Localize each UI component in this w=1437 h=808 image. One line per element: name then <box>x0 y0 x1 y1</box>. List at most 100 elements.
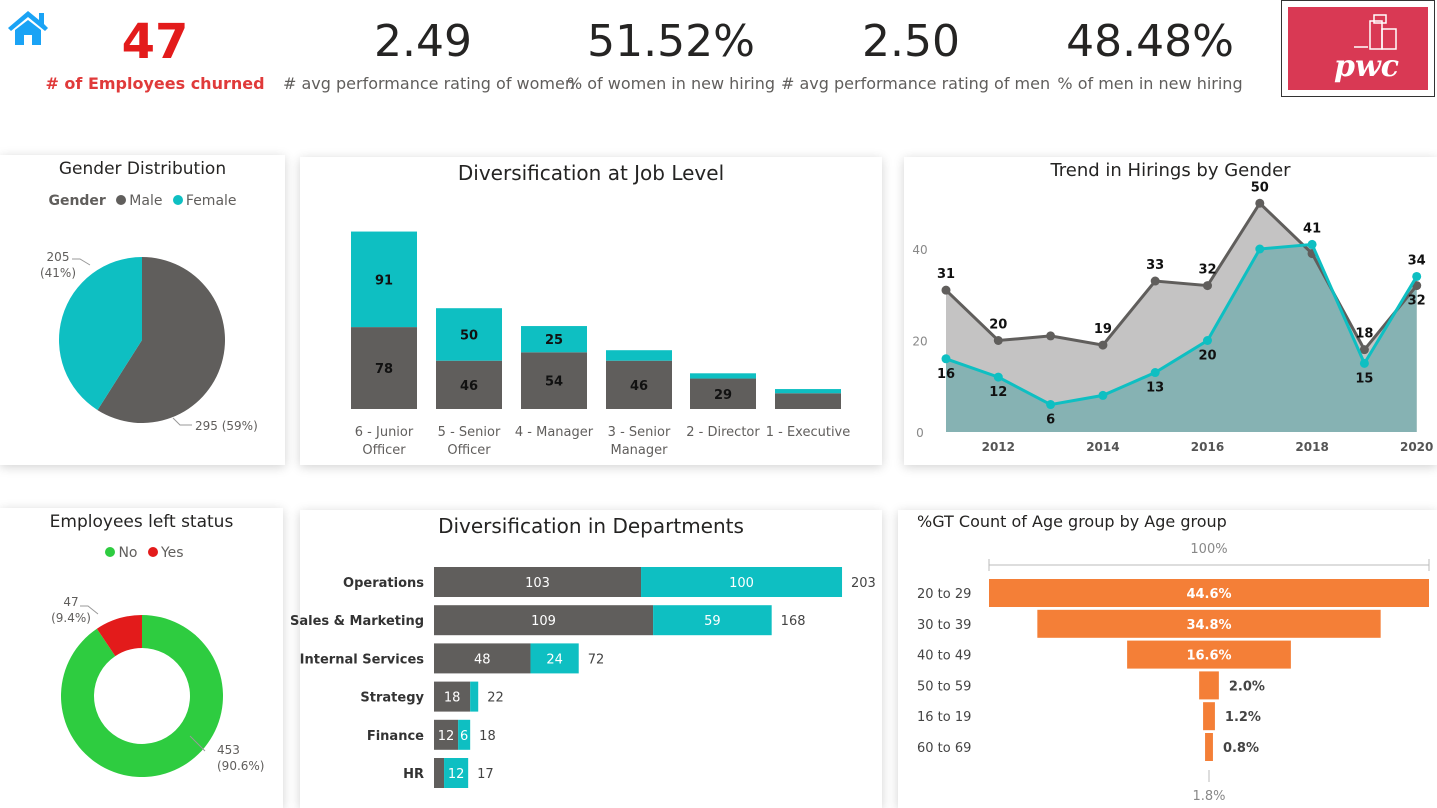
legend-marker-no <box>105 547 116 557</box>
data-label: 59 <box>704 614 721 629</box>
category-label: Manager <box>611 443 669 458</box>
bar-segment <box>351 231 417 328</box>
gender-distribution-panel: Gender Distribution Gender Male Female 2… <box>0 155 285 465</box>
data-label: 20 <box>1198 349 1216 364</box>
data-label: 19 <box>1094 322 1112 337</box>
data-label: 50 <box>460 328 478 343</box>
data-point <box>1255 244 1265 254</box>
data-point <box>1255 198 1265 208</box>
bar-segment <box>351 327 417 409</box>
category-label: 30 to 39 <box>917 618 971 633</box>
data-point <box>993 336 1003 345</box>
bar-segment <box>434 643 531 674</box>
data-point <box>1203 336 1212 345</box>
departments-chart: Operations 103 100 203 Sales & Marketing 109 5… <box>290 567 876 788</box>
kpi-label: % of women in new hiring <box>566 74 776 93</box>
pie-slice-male <box>97 257 225 423</box>
kpi-employees-churned: 47 # of Employees churned <box>40 16 270 93</box>
data-point <box>1412 271 1422 281</box>
category-label: 5 - Senior <box>438 425 501 440</box>
bar-segment <box>434 758 445 788</box>
data-label: 16.6% <box>1186 649 1231 664</box>
slice-label-no: 453 <box>217 743 240 757</box>
donut-slice-yes <box>96 615 142 657</box>
leader-line <box>80 605 99 615</box>
total-label: 203 <box>851 576 876 591</box>
bar-segment <box>458 719 471 750</box>
legend: Gender Male Female <box>0 193 285 209</box>
bar-segment <box>434 605 654 636</box>
bar-segment <box>775 393 841 409</box>
legend-marker-yes <box>147 547 158 557</box>
home-button[interactable] <box>6 8 50 46</box>
data-label: 0.8% <box>1223 741 1259 756</box>
logo-text: pwc <box>1334 49 1400 84</box>
y-tick-label: 20 <box>912 335 927 349</box>
category-label: Operations <box>343 576 424 591</box>
legend-no: No <box>118 545 138 561</box>
category-label: 50 to 59 <box>917 679 971 694</box>
employees-left-donut: 453 (90.6%) 47 (9.4%) <box>51 595 264 777</box>
bar-segment <box>606 350 672 361</box>
gender-pie: 295 (59%) 205 (41%) <box>40 250 258 433</box>
data-label: 46 <box>630 379 648 394</box>
hiring-trend-panel: Trend in Hirings by Gender 0 20 40 2012 2014… <box>904 157 1437 465</box>
category-label: 2 - Director <box>686 425 760 440</box>
slice-label-male: 295 (59%) <box>195 419 258 433</box>
bar-segment <box>521 326 587 353</box>
total-label: 18 <box>479 729 496 744</box>
series-area <box>946 244 1417 432</box>
bar-segment <box>653 605 772 636</box>
category-label: 20 to 29 <box>917 587 971 602</box>
category-label: 40 to 49 <box>917 649 971 664</box>
bar-segment <box>436 360 502 409</box>
kpi-value: 2.49 <box>374 16 472 67</box>
kpi-value: 47 <box>121 14 189 70</box>
data-label: 44.6% <box>1186 587 1231 602</box>
data-label: 41 <box>1303 221 1321 236</box>
slice-label-female: (41%) <box>40 266 76 280</box>
category-label: 3 - Senior <box>608 425 671 440</box>
x-tick-label: 2014 <box>1086 440 1119 454</box>
category-label: Officer <box>362 443 406 458</box>
chart-title: Employees left status <box>49 512 234 532</box>
data-point <box>1359 358 1369 368</box>
donut-slice-no <box>60 615 223 777</box>
job-level-panel: Diversification at Job Level 78 91 6 - Jun… <box>300 157 882 465</box>
funnel-bar <box>1037 609 1381 638</box>
top-label: 100% <box>1190 542 1227 557</box>
pie-slice-female <box>58 257 142 411</box>
legend-male: Male <box>129 193 163 209</box>
data-point <box>1046 331 1056 341</box>
total-label: 22 <box>487 691 504 706</box>
kpi-value: 2.50 <box>862 16 960 67</box>
legend-female: Female <box>185 193 237 209</box>
data-label: 32 <box>1198 263 1216 278</box>
kpi-avg-rating-women: 2.49 # avg performance rating of women <box>283 16 575 93</box>
funnel-bar <box>1205 733 1213 761</box>
chart-title: Diversification at Job Level <box>457 161 725 185</box>
bar-segment <box>434 567 642 597</box>
kpi-label: # avg performance rating of men <box>781 74 1051 93</box>
category-label: Strategy <box>360 691 424 706</box>
data-point <box>1098 390 1108 400</box>
category-label: 16 to 19 <box>917 710 971 725</box>
leader-line <box>172 417 192 426</box>
funnel-bar <box>989 579 1429 607</box>
bar-segment <box>530 643 579 674</box>
funnel-bar <box>1199 671 1219 700</box>
chart-title: Diversification in Departments <box>438 514 744 538</box>
total-label: 72 <box>588 652 605 667</box>
slice-label-yes: 47 <box>63 595 78 609</box>
data-label: 25 <box>545 333 563 348</box>
funnel-bar <box>1127 640 1291 669</box>
data-label: 46 <box>460 379 478 394</box>
data-label: 33 <box>1146 258 1164 273</box>
age-group-panel: %GT Count of Age group by Age group 100%… <box>898 510 1437 808</box>
data-label: 24 <box>546 652 563 667</box>
bar-segment <box>436 308 502 361</box>
kpi-label: % of men in new hiring <box>1057 74 1243 93</box>
x-tick-label: 2020 <box>1400 440 1433 454</box>
home-icon <box>8 11 48 45</box>
data-label: 91 <box>375 273 393 288</box>
